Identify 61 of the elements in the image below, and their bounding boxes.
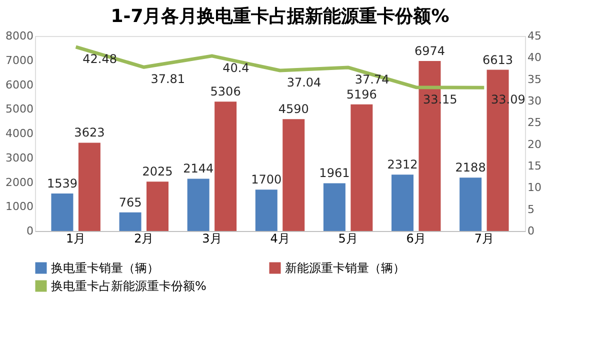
y-tick-label: 7000	[6, 54, 34, 67]
y2-tick-label: 35	[528, 72, 542, 86]
data-label: 37.74	[354, 72, 390, 86]
data-label: 40.4	[222, 60, 250, 75]
data-label: 37.81	[150, 72, 186, 86]
y-tick-label: 0	[26, 224, 34, 238]
bar	[255, 190, 278, 231]
data-label: 1539	[46, 176, 78, 190]
bar	[214, 102, 237, 231]
y-tick-label: 1000	[6, 200, 34, 214]
bar	[282, 119, 305, 231]
y2-tick-label: 10	[528, 181, 542, 194]
data-label: 765	[118, 195, 142, 210]
bar	[187, 178, 210, 231]
x-tick-label: 5月	[338, 232, 358, 246]
y-tick-label: 6000	[6, 78, 34, 92]
x-tick-label: 6月	[406, 232, 426, 246]
x-tick-label: 2月	[134, 232, 154, 246]
legend-label: 换电重卡占新能源重卡份额%	[51, 279, 206, 293]
data-label: 6974	[414, 44, 445, 58]
legend-label: 换电重卡销量（辆）	[51, 261, 159, 275]
y2-tick-label: 30	[528, 94, 542, 108]
data-label: 5306	[210, 84, 241, 99]
y2-tick-label: 40	[528, 51, 542, 64]
data-label: 42.48	[82, 52, 118, 66]
data-label: 2312	[387, 158, 418, 172]
y2-tick-label: 5	[528, 202, 534, 216]
data-label: 6613	[482, 52, 514, 67]
bar	[78, 142, 100, 231]
x-tick-label: 1月	[66, 232, 86, 246]
y2-tick-label: 25	[528, 116, 542, 130]
x-tick-label: 4月	[270, 232, 290, 246]
y2-tick-label: 45	[528, 30, 542, 42]
bar	[51, 193, 74, 231]
bar	[323, 183, 346, 231]
chart-title: 1-7月各月换电重卡占据新能源重卡份额%	[110, 6, 450, 27]
x-tick-label: 3月	[202, 232, 222, 246]
y-tick-label: 4000	[6, 127, 34, 140]
y2-tick-label: 15	[528, 160, 542, 172]
y2-tick-label: 20	[528, 138, 542, 151]
data-label: 2144	[183, 162, 214, 176]
data-label: 4590	[278, 102, 309, 116]
data-label: 5196	[346, 87, 377, 102]
data-label: 2025	[142, 164, 173, 179]
data-label: 1961	[319, 166, 350, 180]
bar	[146, 182, 168, 231]
bar	[119, 212, 142, 231]
legend-label: 新能源重卡销量（辆）	[285, 261, 405, 275]
data-label: 2188	[455, 160, 486, 175]
x-tick-label: 7月	[474, 232, 494, 246]
y-tick-label: 3000	[6, 151, 34, 164]
y-tick-label: 2000	[6, 176, 34, 189]
y-tick-label: 8000	[6, 30, 34, 42]
y2-tick-label: 0	[528, 224, 534, 238]
bar	[392, 174, 414, 231]
bar	[460, 178, 482, 231]
y-tick-label: 5000	[6, 102, 34, 116]
bar	[350, 104, 373, 231]
data-label: 3623	[74, 126, 105, 140]
data-label: 37.04	[286, 75, 322, 90]
data-label: 1700	[251, 172, 282, 187]
